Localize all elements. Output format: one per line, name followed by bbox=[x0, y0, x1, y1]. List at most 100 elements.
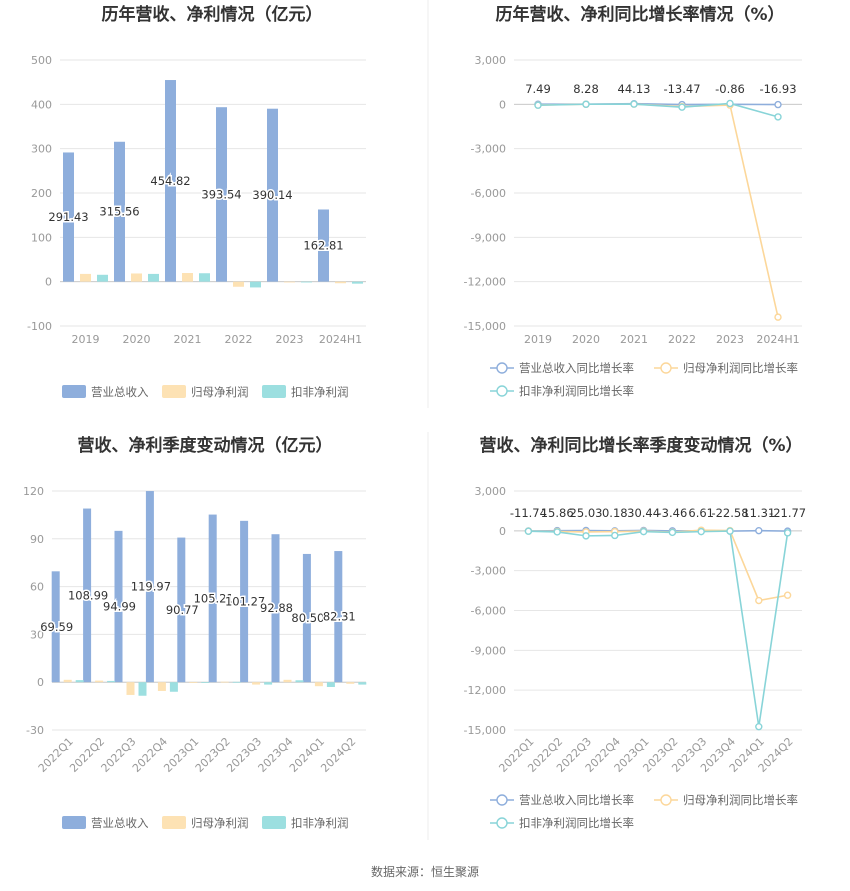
line-data-label: 0.18 bbox=[602, 506, 628, 520]
line-point bbox=[611, 531, 619, 540]
y-tick-label: 30 bbox=[30, 628, 44, 641]
bar bbox=[302, 553, 311, 683]
bar bbox=[126, 682, 135, 695]
y-tick-label: 400 bbox=[31, 98, 52, 111]
line-point bbox=[783, 529, 792, 537]
legend-marker bbox=[496, 362, 508, 374]
bar bbox=[182, 273, 193, 282]
bar-data-label: 162.81 bbox=[303, 239, 343, 253]
legend-marker bbox=[496, 817, 508, 829]
bar bbox=[51, 571, 60, 683]
bar-data-label: 69.59 bbox=[40, 620, 73, 634]
panel-title: 历年营收、净利同比增长率情况（%） bbox=[495, 4, 784, 25]
line-point bbox=[774, 313, 782, 321]
x-tick-label: 2020 bbox=[572, 333, 600, 346]
line-point bbox=[755, 596, 763, 605]
legend[interactable]: 营业总收入 归母净利润 扣非净利润 bbox=[62, 816, 349, 830]
legend-marker bbox=[660, 362, 672, 374]
y-tick-label: 60 bbox=[30, 581, 44, 594]
series-line bbox=[537, 103, 779, 318]
line-point bbox=[726, 527, 734, 535]
panel-title: 营收、净利季度变动情况（亿元） bbox=[78, 435, 333, 456]
y-tick-label: 0 bbox=[499, 525, 506, 538]
legend[interactable]: 营业总收入 归母净利润 扣非净利润 bbox=[62, 385, 349, 399]
line-point bbox=[630, 100, 638, 108]
line-point bbox=[678, 103, 686, 111]
y-tick-label: -9,000 bbox=[471, 644, 506, 657]
line-data-label: 15.86 bbox=[541, 506, 574, 520]
x-tick-label: 2022 bbox=[225, 333, 253, 346]
line-point bbox=[582, 100, 590, 108]
legend-marker bbox=[660, 794, 672, 806]
legend-label: 归母净利润同比增长率 bbox=[683, 361, 798, 375]
y-tick-label: -6,000 bbox=[471, 605, 506, 618]
line-data-label: 44.13 bbox=[618, 82, 651, 96]
y-tick-label: 300 bbox=[31, 143, 52, 156]
bar-data-label: 80.50 bbox=[291, 611, 324, 625]
y-tick-label: -12,000 bbox=[464, 276, 506, 289]
bar bbox=[352, 281, 363, 284]
line-point bbox=[668, 528, 677, 537]
legend-swatch bbox=[262, 385, 286, 398]
x-tick-label: 2024H1 bbox=[319, 333, 362, 346]
bar bbox=[252, 682, 261, 685]
x-tick-label: 2020 bbox=[123, 333, 151, 346]
bar bbox=[95, 680, 104, 683]
x-tick-label: 2022 bbox=[668, 333, 696, 346]
line-data-label: 8.28 bbox=[573, 82, 599, 96]
y-tick-label: 0 bbox=[499, 98, 506, 111]
panel-title: 营收、净利同比增长率季度变动情况（%） bbox=[479, 435, 802, 456]
line-data-label: -0.86 bbox=[715, 82, 745, 96]
plot-area: -3003060901202022Q12022Q22022Q32022Q4202… bbox=[23, 485, 367, 775]
bar bbox=[334, 551, 343, 683]
line-point bbox=[582, 532, 590, 540]
line-data-label: -11.74 bbox=[510, 506, 547, 520]
y-tick-label: -15,000 bbox=[464, 320, 506, 333]
bar bbox=[264, 682, 273, 685]
line-point bbox=[553, 528, 561, 536]
bar bbox=[208, 514, 217, 683]
line-point bbox=[524, 527, 533, 535]
line-point bbox=[774, 100, 782, 109]
bar bbox=[216, 107, 227, 282]
bar-data-label: 291.43 bbox=[48, 210, 88, 224]
bar bbox=[63, 152, 74, 282]
bar bbox=[75, 680, 84, 683]
bar bbox=[107, 680, 116, 683]
x-tick-label: 2021 bbox=[174, 333, 202, 346]
panel-quarterly-growth-rate: 营收、净利同比增长率季度变动情况（%） -15,000 -12,000 -9,000… bbox=[464, 435, 807, 830]
bar bbox=[148, 273, 159, 282]
bar-data-label: 94.99 bbox=[103, 600, 136, 614]
line-data-label: 25.03 bbox=[570, 506, 603, 520]
line-data-label: -16.93 bbox=[759, 82, 796, 96]
y-tick-label: -12,000 bbox=[464, 684, 506, 697]
y-tick-label: -15,000 bbox=[464, 724, 506, 737]
x-tick-label: 2024H1 bbox=[756, 333, 799, 346]
bar-data-label: 454.82 bbox=[150, 174, 190, 188]
bar bbox=[271, 534, 280, 683]
y-tick-label: -6,000 bbox=[471, 187, 506, 200]
bar bbox=[97, 274, 108, 282]
bar bbox=[283, 679, 292, 683]
bar bbox=[232, 681, 241, 683]
series-line bbox=[528, 529, 788, 532]
bar bbox=[233, 281, 244, 287]
x-tick-label: 2021 bbox=[620, 333, 648, 346]
bar bbox=[335, 281, 346, 284]
legend-label: 营业总收入同比增长率 bbox=[519, 793, 634, 807]
panel-title: 历年营收、净利情况（亿元） bbox=[102, 4, 323, 25]
bar-data-label: 108.99 bbox=[68, 588, 108, 602]
bar bbox=[177, 537, 186, 683]
legend-swatch bbox=[62, 816, 86, 829]
y-tick-label: 100 bbox=[31, 231, 52, 244]
series-line bbox=[537, 102, 779, 118]
bar bbox=[145, 491, 154, 683]
line-point bbox=[534, 101, 542, 109]
line-data-label: -22.58 bbox=[711, 506, 748, 520]
y-tick-label: -3,000 bbox=[471, 143, 506, 156]
bar-data-label: 119.97 bbox=[131, 580, 171, 594]
line-point bbox=[755, 526, 763, 535]
